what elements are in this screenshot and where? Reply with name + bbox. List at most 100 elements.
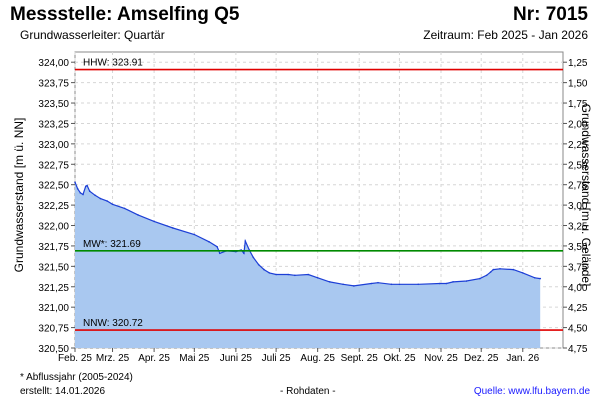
data-point	[216, 245, 218, 248]
x-tick-label: Aug. 25	[300, 353, 335, 364]
x-tick-label: Apr. 25	[138, 353, 170, 364]
data-point	[479, 277, 481, 280]
x-tick-label: Feb. 25	[58, 353, 92, 364]
data-point	[86, 184, 88, 187]
y-right-tick-label: 3,00	[568, 201, 588, 212]
y-tick-label: 323,25	[38, 119, 69, 130]
y-right-tick-label: 4,50	[568, 324, 588, 335]
x-tick-label: Okt. 25	[383, 353, 416, 364]
x-tick-label: Juli 25	[262, 353, 291, 364]
x-tick-label: Mrz. 25	[96, 353, 130, 364]
period-label: Zeitraum: Feb 2025 - Jan 2026	[423, 28, 588, 42]
rawdata-note: - Rohdaten -	[280, 386, 336, 397]
y-tick-label: 321,25	[38, 283, 69, 294]
y-tick-label: 321,75	[38, 242, 69, 253]
data-point	[417, 283, 420, 286]
area-layer	[74, 181, 542, 348]
data-point	[390, 283, 393, 286]
x-tick-label: Jan. 26	[506, 353, 539, 364]
y-axis-label-left: Grundwasserstand [m ü. NN]	[12, 118, 26, 273]
y-tick-label: 323,50	[38, 99, 69, 110]
y-tick-label: 324,00	[38, 58, 69, 69]
data-point	[208, 241, 210, 243]
data-point	[106, 200, 108, 202]
data-point	[94, 194, 96, 197]
groundwater-area	[75, 182, 541, 348]
x-tick-label: Sept. 25	[341, 353, 379, 364]
data-point	[99, 197, 102, 200]
data-point	[465, 280, 468, 282]
y-tick-label: 322,75	[38, 160, 69, 171]
data-point	[263, 268, 265, 271]
y-right-tick-label: 2,00	[568, 119, 588, 130]
aquifer-label: Grundwasserleiter: Quartär	[20, 28, 165, 42]
y-right-tick-label: 4,25	[568, 303, 588, 314]
data-point	[353, 285, 355, 287]
data-point	[499, 267, 501, 270]
station-title: Messstelle: Amselfing Q5	[10, 4, 240, 25]
y-tick-label: 321,00	[38, 303, 69, 314]
data-point	[328, 281, 331, 283]
y-tick-label: 323,75	[38, 79, 69, 90]
data-point	[534, 276, 536, 279]
nnw-label: NNW: 320.72	[83, 318, 143, 329]
source-link[interactable]: Quelle: www.lfu.bayern.de	[473, 386, 590, 397]
data-point	[521, 272, 524, 274]
data-point	[452, 281, 454, 283]
y-axis-label-right: Grundwasserstand [m u. Gelände]	[579, 104, 593, 287]
axis-layer: 320,50 320,75 321,00 321,25 321,50 321,75 322,…	[38, 58, 587, 364]
x-tick-label: Dez. 25	[464, 353, 499, 364]
y-right-tick-label: 4,75	[568, 344, 588, 355]
data-point	[438, 282, 441, 285]
x-tick-label: Juni 25	[220, 353, 253, 364]
y-right-tick-label: 3,50	[568, 242, 588, 253]
y-right-tick-label: 4,00	[568, 283, 588, 294]
y-right-tick-label: 1,50	[568, 79, 588, 90]
y-tick-label: 320,50	[38, 344, 69, 355]
data-point	[79, 192, 82, 194]
data-point	[268, 272, 271, 274]
reference-lines-layer: HHW: 323.91 MW*: 321.69 NNW: 320.72	[75, 58, 563, 331]
data-point	[88, 190, 91, 193]
y-tick-label: 322,25	[38, 201, 69, 212]
data-point	[137, 214, 139, 216]
data-point	[74, 181, 76, 184]
hhw-label: HHW: 323.91	[83, 58, 143, 69]
data-point	[485, 274, 488, 277]
y-right-tick-label: 2,75	[568, 181, 588, 192]
y-tick-label: 320,75	[38, 324, 69, 335]
data-point	[193, 233, 196, 236]
y-right-tick-label: 3,75	[568, 262, 588, 273]
data-point	[218, 252, 221, 255]
data-point	[512, 268, 515, 271]
y-tick-label: 322,50	[38, 181, 69, 192]
data-point	[84, 185, 87, 188]
y-tick-label: 323,00	[38, 140, 69, 151]
data-point	[244, 240, 247, 242]
x-tick-label: Nov. 25	[424, 353, 458, 364]
data-point	[243, 252, 245, 255]
y-right-tick-label: 3,25	[568, 222, 588, 233]
data-point	[370, 282, 373, 285]
data-point	[153, 220, 155, 223]
data-point	[252, 256, 255, 259]
data-point	[342, 283, 344, 286]
data-point	[123, 207, 126, 210]
data-point	[275, 273, 277, 276]
y-right-tick-label: 1,75	[568, 99, 588, 110]
data-point	[307, 273, 310, 276]
data-point	[539, 277, 542, 280]
station-number: Nr: 7015	[513, 4, 588, 25]
y-right-tick-label: 1,25	[568, 58, 588, 69]
data-point	[445, 282, 448, 285]
y-right-tick-label: 2,50	[568, 160, 588, 171]
data-point	[377, 281, 379, 284]
data-point	[489, 271, 492, 273]
data-point	[76, 187, 79, 190]
footnote: * Abflussjahr (2005-2024)	[20, 372, 133, 383]
data-point	[316, 276, 319, 279]
y-tick-label: 322,00	[38, 222, 69, 233]
data-point	[82, 193, 84, 196]
y-right-tick-label: 2,25	[568, 140, 588, 151]
